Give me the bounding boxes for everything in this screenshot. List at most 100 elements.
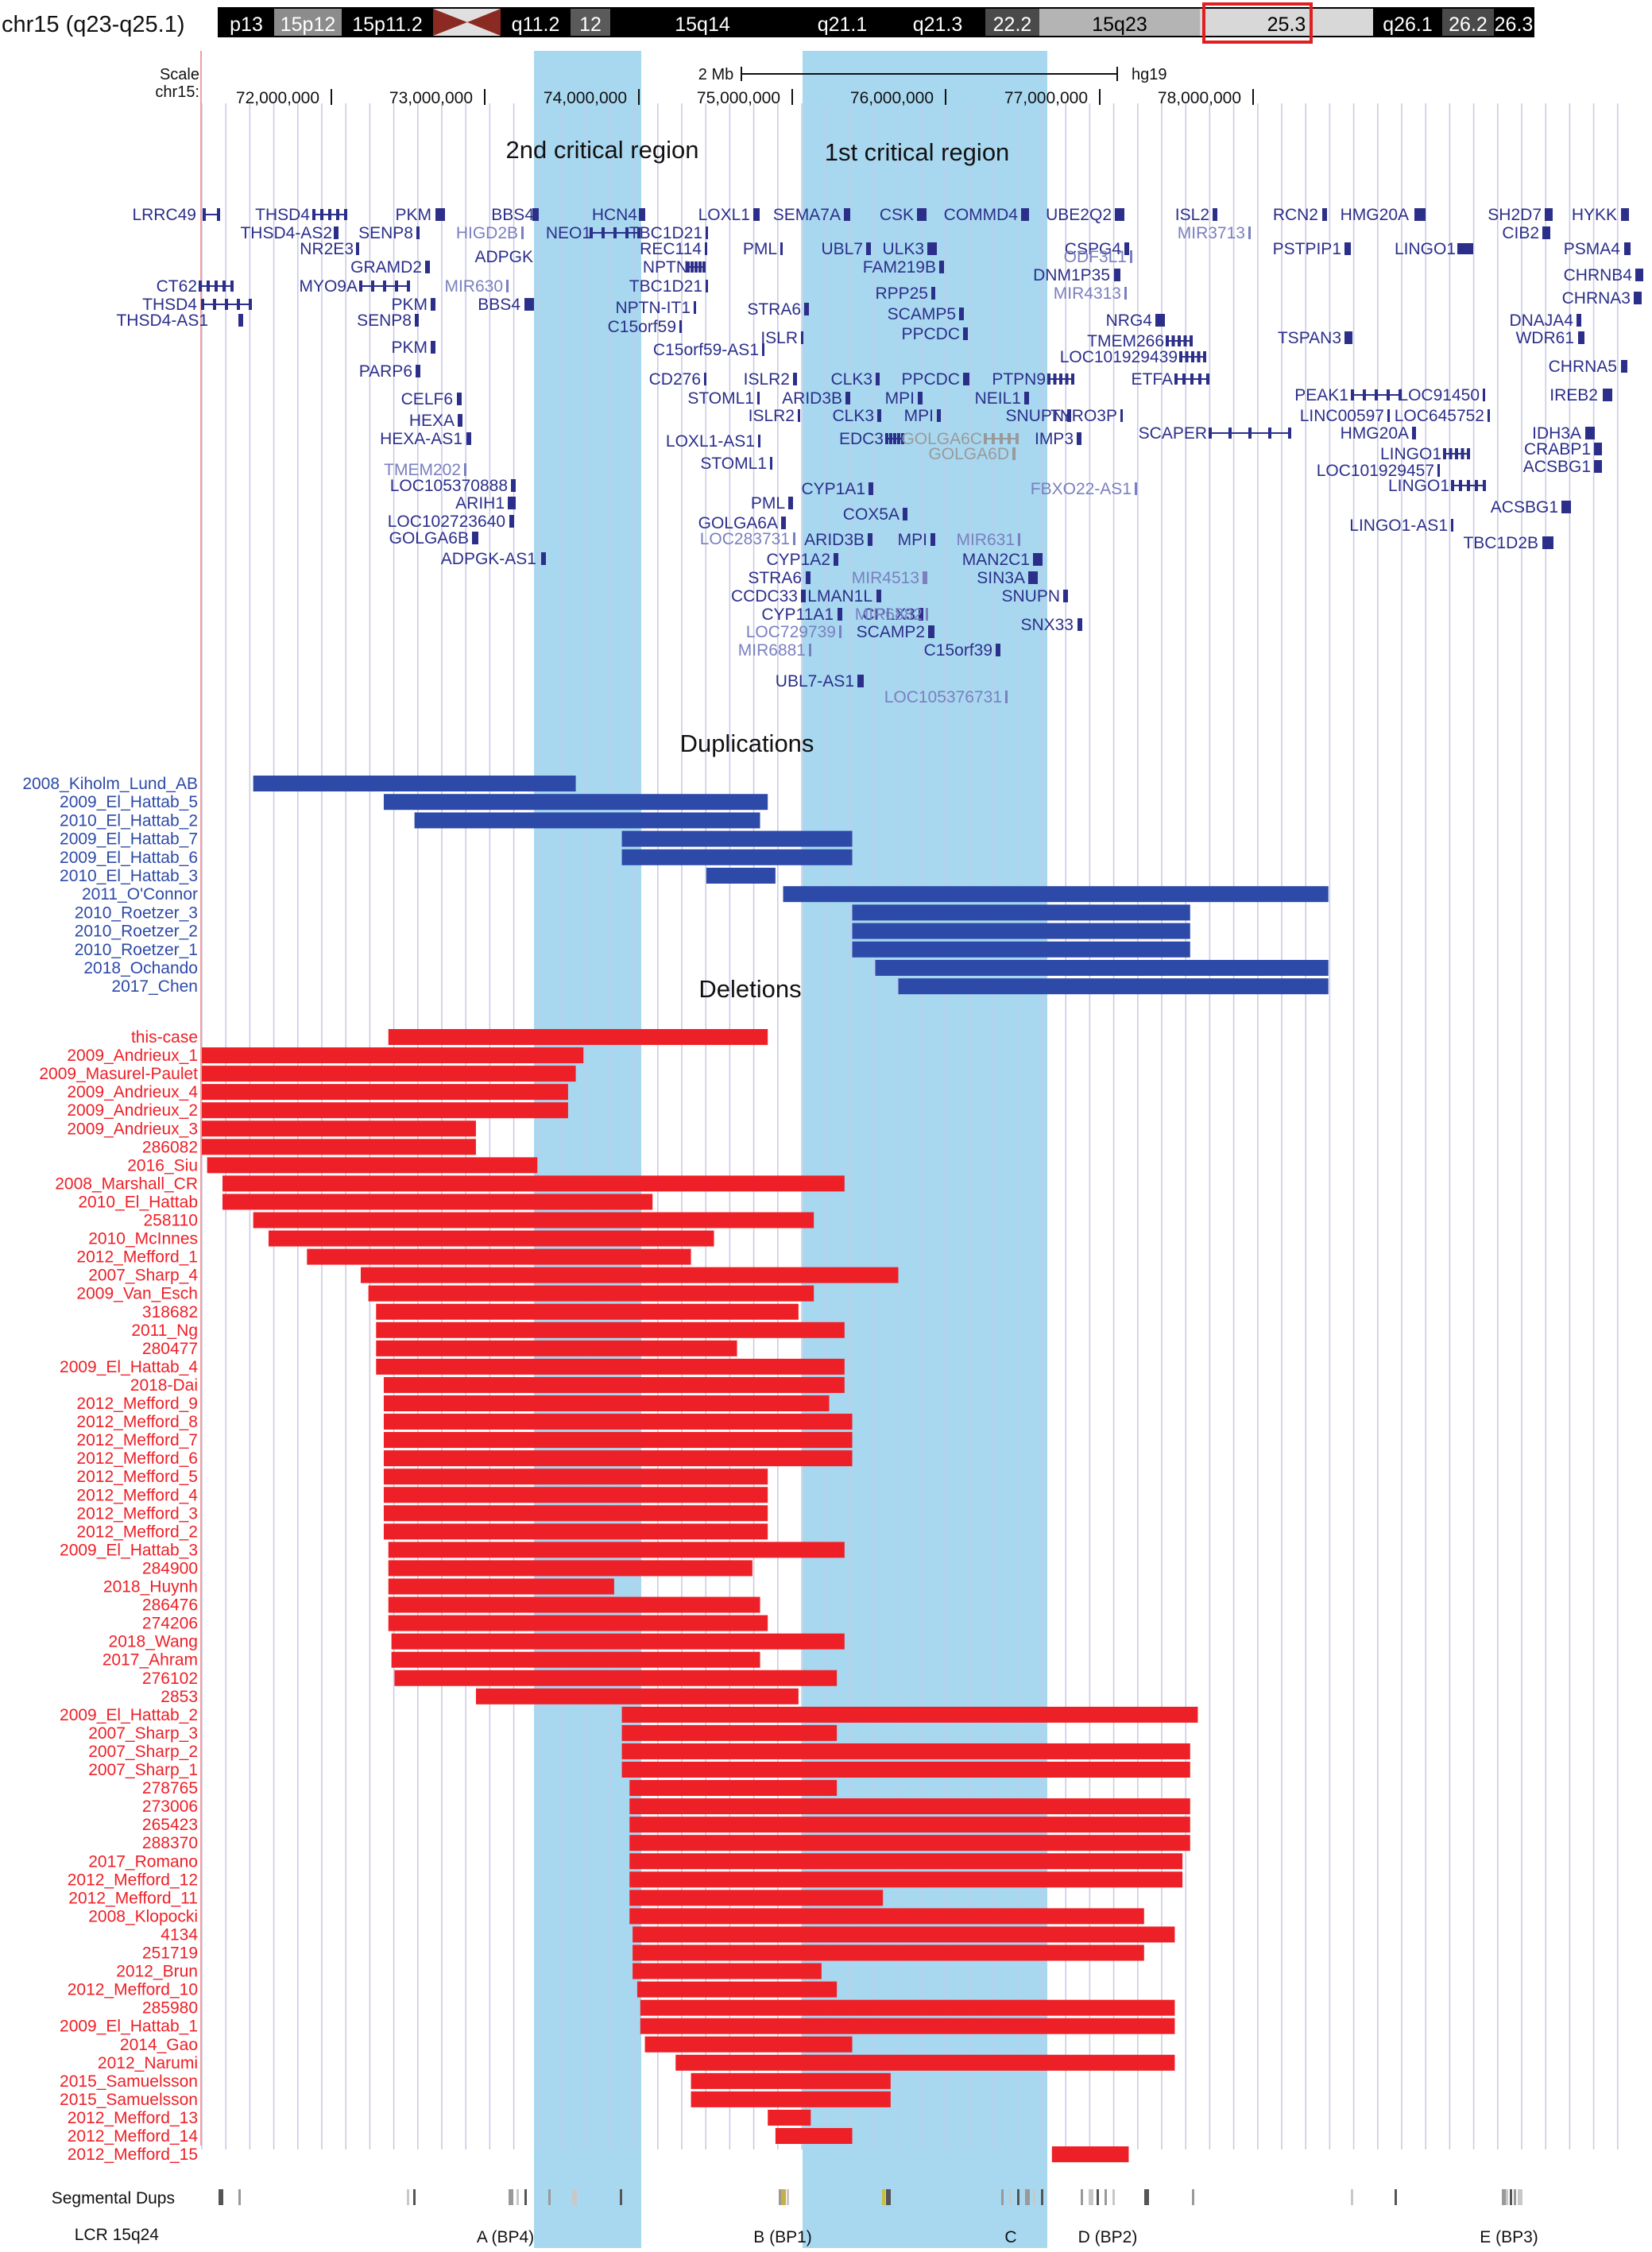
gene-tick: [757, 392, 760, 404]
deletion-bar: [629, 1798, 1190, 1815]
deletion-label: 285980: [142, 1999, 198, 2018]
gene-exon: [889, 433, 892, 444]
ideogram-band-label: 15p12: [280, 14, 336, 36]
deletion-label: 273006: [142, 1797, 198, 1816]
lcr-breakpoint-label: A (BP4): [477, 2228, 534, 2246]
gene-label: HCN4: [592, 206, 637, 224]
gene-exon: [613, 227, 617, 238]
gene-exon: [1621, 360, 1627, 373]
ideogram-band: [219, 9, 274, 36]
duplication-bar: [852, 904, 1190, 921]
deletion-bar: [368, 1285, 814, 1302]
deletion-bar: [633, 1963, 822, 1979]
gene-label: PSMA4: [1564, 240, 1621, 258]
gene-label: STRA6: [748, 569, 802, 587]
gene-exon: [1155, 314, 1165, 327]
gene-exon: [1071, 373, 1074, 385]
gene-label: CIB2: [1502, 224, 1539, 242]
gene-label: MIR6882: [855, 606, 923, 624]
segmental-dup-mark: [781, 2189, 786, 2205]
gene-label: LOXL1-AS1: [666, 432, 755, 451]
gene-label: TBC1D2B: [1463, 534, 1538, 552]
gene-label: IREB2: [1549, 386, 1598, 404]
deletion-label: 2007_Sharp_1: [88, 1761, 198, 1779]
gene-tick: [694, 301, 696, 314]
duplication-label: 2010_Roetzer_2: [75, 923, 198, 941]
deletion-bar: [383, 1468, 768, 1485]
gene-exon: [1021, 208, 1029, 221]
deletion-bar: [475, 1688, 799, 1704]
gene-label: MPI: [885, 389, 915, 408]
gene-label: HMG20A: [1341, 206, 1409, 224]
gene-label: ETFA: [1131, 370, 1173, 389]
segmental-dup-mark: [524, 2189, 527, 2205]
gene-label: ISLR2: [744, 370, 790, 389]
position-label: 74,000,000: [544, 89, 627, 107]
gene-label: LMAN1L: [807, 587, 872, 606]
gene-exon: [1467, 448, 1470, 459]
gene-exon: [876, 590, 881, 602]
deletion-bar: [383, 1505, 768, 1522]
ideogram-band: [342, 9, 433, 36]
deletion-bar: [675, 2054, 1175, 2071]
gene-exon: [532, 208, 539, 221]
gene-exon: [1470, 243, 1473, 254]
deletion-bar: [307, 1248, 691, 1265]
gene-exon: [425, 261, 430, 273]
deletion-label: 2008_Marshall_CR: [55, 1174, 198, 1193]
gene-label: PPCDC: [901, 325, 960, 343]
deletion-bar: [388, 1542, 845, 1558]
ideogram-band: [1442, 9, 1494, 36]
segmental-dup-mark: [620, 2189, 622, 2205]
deletion-label: 2017_Ahram: [103, 1651, 198, 1670]
gene-label: THSD4-AS2: [240, 224, 332, 242]
duplication-label: 2009_El_Hattab_6: [60, 849, 198, 867]
gene-tick: [1005, 691, 1008, 703]
gene-exon: [1114, 269, 1120, 281]
gene-label: IMP3: [1035, 430, 1074, 448]
lcr-breakpoint-label: D (BP2): [1078, 2228, 1138, 2246]
deletion-label: 2017_Romano: [88, 1852, 198, 1871]
segmental-dup-mark: [1510, 2189, 1512, 2205]
gene-exon: [230, 281, 234, 292]
gene-tick: [679, 320, 682, 333]
gene-label: UBL7-AS1: [776, 672, 854, 691]
deletion-label: 284900: [142, 1559, 198, 1577]
ideogram-band: [795, 9, 890, 36]
gene-exon: [927, 242, 937, 255]
gene-exon: [1059, 373, 1062, 385]
gene-exon: [698, 261, 702, 273]
deletion-label: 251719: [142, 1944, 198, 1963]
gene-label: PPCDC: [901, 370, 960, 389]
gene-exon: [320, 209, 323, 220]
gene-label: COMMD4: [944, 206, 1019, 224]
gene-tick: [1248, 226, 1251, 239]
deletion-label: 2012_Mefford_2: [76, 1523, 198, 1541]
gene-label: COX5A: [843, 505, 900, 524]
deletion-label: 274206: [142, 1615, 198, 1633]
gene-tick: [521, 226, 524, 239]
gene-label: C15orf59-AS1: [653, 341, 759, 359]
gene-exon: [1460, 448, 1464, 459]
duplication-label: 2010_Roetzer_3: [75, 904, 198, 922]
gene-exon: [1209, 428, 1212, 439]
segmental-dups-label: Segmental Dups: [52, 2189, 175, 2208]
deletion-label: 2012_Mefford_7: [76, 1431, 198, 1449]
gene-exon: [691, 261, 694, 273]
deletion-bar: [629, 1817, 1190, 1833]
deletion-bar: [383, 1395, 830, 1411]
gene-label: PML: [751, 494, 785, 513]
gene-exon: [225, 299, 228, 310]
gene-label: ARID3B: [782, 389, 842, 408]
deletion-bar: [775, 2128, 853, 2144]
deletion-bar: [691, 2091, 891, 2107]
duplication-label: 2010_El_Hattab_2: [60, 811, 198, 830]
ideogram-band: [890, 9, 985, 36]
gene-exon: [466, 432, 471, 445]
gene-tick: [770, 457, 772, 470]
gene-label: HYKK: [1572, 206, 1617, 224]
position-label: 75,000,000: [697, 89, 780, 107]
gene-tick: [780, 242, 783, 255]
gene-tick: [798, 409, 800, 422]
